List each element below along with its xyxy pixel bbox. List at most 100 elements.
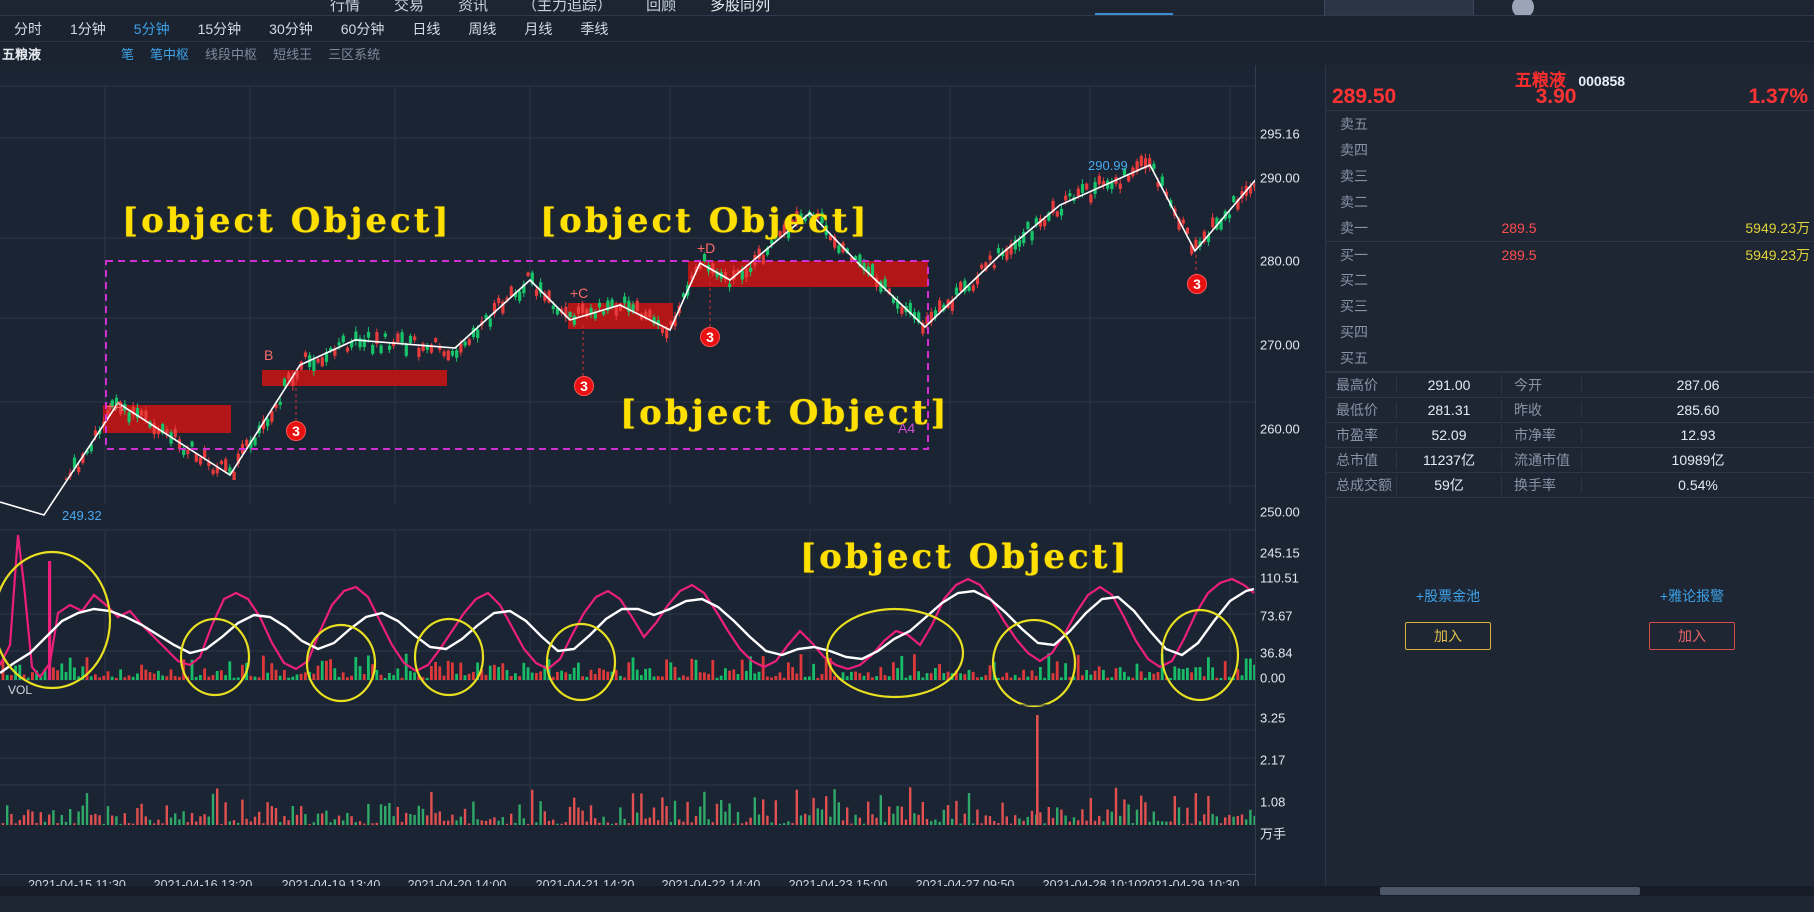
pivot-label-a4: A4 bbox=[898, 420, 916, 436]
level-label: 卖三 bbox=[1340, 168, 1368, 184]
stat-value2: 10989亿 bbox=[1581, 450, 1814, 470]
stat-row-low: 最低价 281.31 昨收 285.60 bbox=[1326, 398, 1814, 423]
order-book-row-sell5[interactable]: 卖五 bbox=[1326, 111, 1814, 137]
top-menu-item-4[interactable]: 回顾 bbox=[646, 0, 677, 14]
level-label: 卖四 bbox=[1340, 142, 1368, 158]
level-label: 卖一 bbox=[1340, 220, 1368, 236]
volume-unit: 万手 bbox=[1260, 826, 1287, 842]
pivot-label-d: +D bbox=[697, 240, 716, 256]
annotation-3: [object Object] bbox=[800, 537, 1130, 577]
vol-tick-3: 0.00 bbox=[1260, 670, 1286, 686]
top-menu-item-2[interactable]: 资讯 bbox=[458, 0, 489, 14]
quote-code: 000858 bbox=[1578, 73, 1626, 89]
expansion-box bbox=[105, 260, 929, 450]
stat-key: 总成交额 bbox=[1336, 477, 1392, 493]
volume-label: VOL bbox=[8, 683, 33, 697]
annotation-1: [object Object] bbox=[540, 201, 870, 241]
top-menu-item-5[interactable]: 多股同列 bbox=[710, 0, 771, 14]
period-tab-fenshi[interactable]: 分时 bbox=[14, 20, 42, 37]
avatar[interactable] bbox=[1512, 0, 1534, 15]
indicator-duanxianwang[interactable]: 短线王 bbox=[273, 47, 313, 62]
stat-row-marketcap: 总市值 11237亿 流通市值 10989亿 bbox=[1326, 448, 1814, 473]
level-label: 买四 bbox=[1340, 324, 1368, 340]
indicator-xianduanzhongshu[interactable]: 线段中枢 bbox=[205, 47, 258, 62]
stat-value2: 0.54% bbox=[1581, 477, 1814, 493]
add-alarm-link[interactable]: +雅论报警 bbox=[1659, 588, 1725, 604]
level-label: 买二 bbox=[1340, 272, 1368, 288]
indicator-bar: 五粮液 笔 笔中枢 线段中枢 短线王 三区系统 bbox=[0, 42, 1814, 65]
y-tick-3: 270.00 bbox=[1260, 337, 1300, 353]
bottom-scrollbar[interactable] bbox=[0, 886, 1814, 896]
stat-key: 总市值 bbox=[1336, 452, 1378, 468]
top-menu-item-0[interactable]: 行情 bbox=[330, 0, 361, 14]
stat-value2: 12.93 bbox=[1581, 427, 1814, 443]
stat-value2: 285.60 bbox=[1581, 402, 1814, 418]
join-alarm-button[interactable]: 加入 bbox=[1649, 622, 1735, 650]
order-book-row-sell1[interactable]: 卖一 289.5 5949.23万 bbox=[1326, 215, 1814, 241]
order-book-row-sell2[interactable]: 卖二 bbox=[1326, 189, 1814, 215]
top-menu-item-3[interactable]: （主力追踪） bbox=[522, 0, 613, 14]
sub-tick-1: 2.17 bbox=[1260, 752, 1286, 768]
order-book-row-buy2[interactable]: 买二 bbox=[1326, 267, 1814, 293]
signal-marker-3: 3 bbox=[700, 327, 720, 347]
oscillator-pink bbox=[0, 534, 1255, 679]
level-price: 289.5 bbox=[1501, 246, 1537, 263]
stat-key: 市盈率 bbox=[1336, 427, 1378, 443]
stock-pool-column: +股票金池 加入 bbox=[1326, 586, 1570, 650]
y-tick-0: 295.16 bbox=[1260, 126, 1300, 142]
signal-marker-4: 3 bbox=[1187, 274, 1207, 294]
stat-key2: 换手率 bbox=[1501, 475, 1581, 495]
oscillator-circles bbox=[0, 550, 1240, 708]
stat-value2: 287.06 bbox=[1581, 377, 1814, 393]
order-book-row-sell3[interactable]: 卖三 bbox=[1326, 163, 1814, 189]
stat-value: 59亿 bbox=[1396, 475, 1501, 495]
period-tab-quarterly[interactable]: 季线 bbox=[580, 20, 609, 37]
indicator-bizhongshu[interactable]: 笔中枢 bbox=[150, 47, 190, 62]
stat-key2: 今开 bbox=[1501, 375, 1581, 395]
period-tab-1min[interactable]: 1分钟 bbox=[70, 20, 106, 37]
period-tab-weekly[interactable]: 周线 bbox=[468, 20, 497, 37]
add-stock-pool-link[interactable]: +股票金池 bbox=[1415, 588, 1481, 604]
period-tab-30min[interactable]: 30分钟 bbox=[269, 20, 313, 37]
period-tab-monthly[interactable]: 月线 bbox=[524, 20, 553, 37]
level-label: 买三 bbox=[1340, 298, 1368, 314]
stat-row-turnover: 总成交额 59亿 换手率 0.54% bbox=[1326, 473, 1814, 498]
indicator-bi[interactable]: 笔 bbox=[121, 47, 135, 62]
signal-marker-1: 3 bbox=[286, 421, 306, 441]
price-axis: 295.16 290.00 280.00 270.00 260.00 250.0… bbox=[1255, 65, 1325, 896]
order-book-row-sell4[interactable]: 卖四 bbox=[1326, 137, 1814, 163]
search-input[interactable] bbox=[1324, 0, 1474, 15]
period-tab-60min[interactable]: 60分钟 bbox=[340, 20, 385, 37]
scrollbar-thumb[interactable] bbox=[1380, 887, 1640, 895]
period-tab-daily[interactable]: 日线 bbox=[412, 20, 441, 37]
top-menu-item-1[interactable]: 交易 bbox=[394, 0, 425, 14]
level-label: 买五 bbox=[1340, 350, 1368, 366]
stat-row-high: 最高价 291.00 今开 287.06 bbox=[1326, 373, 1814, 398]
period-tab-5min[interactable]: 5分钟 bbox=[133, 20, 170, 37]
top-menu-bar: 行情 交易 资讯 （主力追踪） 回顾 多股同列 bbox=[0, 0, 1814, 16]
order-book-row-buy1[interactable]: 买一 289.5 5949.23万 bbox=[1326, 241, 1814, 267]
period-tab-15min[interactable]: 15分钟 bbox=[197, 20, 242, 37]
pivot-label-c: +C bbox=[570, 285, 589, 301]
price-tag-high: 290.99 bbox=[1088, 158, 1128, 173]
vol-tick-1: 73.67 bbox=[1260, 608, 1293, 624]
join-pool-button[interactable]: 加入 bbox=[1405, 622, 1491, 650]
oscillator-white bbox=[0, 587, 1255, 674]
chart-area[interactable]: [object Object] [object Object] [object … bbox=[0, 65, 1325, 896]
alarm-column: +雅论报警 加入 bbox=[1570, 586, 1814, 650]
stat-value: 291.00 bbox=[1396, 377, 1501, 393]
stat-key: 最低价 bbox=[1336, 402, 1378, 418]
annotation-2: [object Object] bbox=[620, 393, 950, 433]
order-book-row-buy3[interactable]: 买三 bbox=[1326, 293, 1814, 319]
level-label: 卖五 bbox=[1340, 116, 1368, 132]
period-tab-bar: 分时 1分钟 5分钟 15分钟 30分钟 60分钟 日线 周线 月线 季线 bbox=[0, 16, 1814, 42]
y-tick-6: 245.15 bbox=[1260, 545, 1300, 561]
level-volume: 5949.23万 bbox=[1745, 246, 1810, 263]
order-book-row-buy5[interactable]: 买五 bbox=[1326, 345, 1814, 371]
indicator-sanqu[interactable]: 三区系统 bbox=[328, 47, 381, 62]
order-book-row-buy4[interactable]: 买四 bbox=[1326, 319, 1814, 345]
stat-value: 52.09 bbox=[1396, 427, 1501, 443]
stat-value: 11237亿 bbox=[1396, 450, 1501, 470]
quote-last-price: 289.50 bbox=[1332, 84, 1397, 108]
